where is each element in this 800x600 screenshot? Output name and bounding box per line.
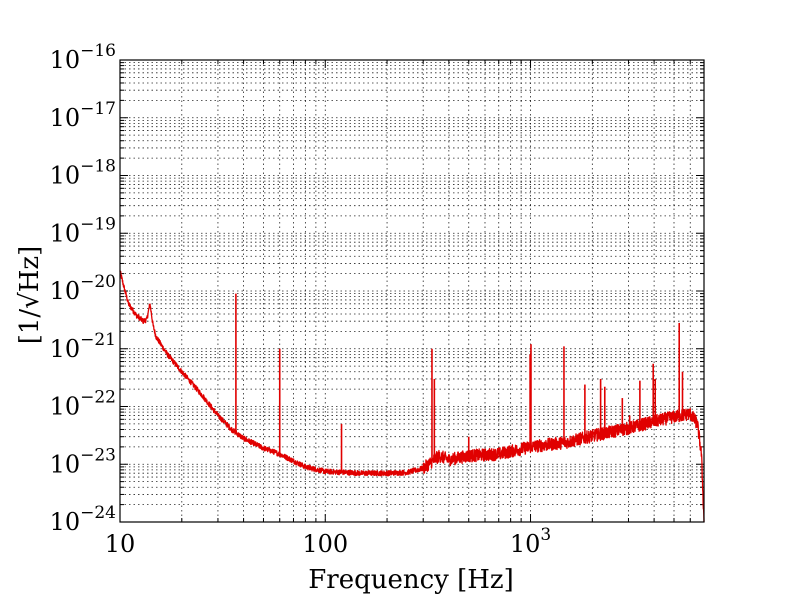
tick-marks: [119, 60, 705, 523]
y-tick-label: 10−17: [50, 99, 116, 132]
y-tick-label: 10−19: [50, 214, 116, 247]
y-tick-label: 10−22: [50, 388, 116, 421]
y-tick-label: 10−21: [50, 330, 116, 363]
x-tick-label: 10: [105, 530, 136, 558]
grid-lines: [119, 60, 705, 522]
y-tick-label: 10−16: [50, 41, 116, 74]
series-line: [119, 270, 705, 523]
y-tick-label: 10−24: [50, 503, 116, 536]
y-axis-label: [1/√Hz]: [15, 246, 45, 345]
x-tick-label: 100: [302, 530, 348, 558]
y-tick-labels: 10−16 10−17 10−18 10−19 10−20 10−21 10−22 10−23…: [50, 41, 116, 536]
plot-frame: [119, 59, 705, 523]
plot-area: [119, 270, 705, 523]
x-tick-label: 103: [510, 525, 551, 558]
y-tick-label: 10−20: [50, 272, 116, 305]
y-tick-label: 10−18: [50, 157, 116, 190]
x-axis-label: Frequency [Hz]: [308, 565, 514, 595]
x-tick-labels: 10 100 103: [105, 525, 551, 558]
y-tick-label: 10−23: [50, 445, 116, 478]
